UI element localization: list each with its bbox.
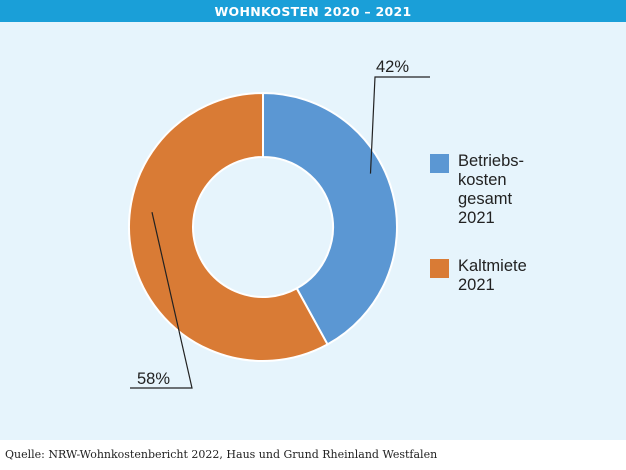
- data-label-betriebskosten: 42%: [376, 58, 409, 76]
- legend: Betriebs- kosten gesamt 2021 Kaltmiete 2…: [430, 152, 527, 324]
- legend-item-kaltmiete: Kaltmiete 2021: [430, 257, 527, 295]
- slice-betriebskosten: [262, 91, 398, 346]
- leader-line: [369, 76, 430, 174]
- legend-swatch-kaltmiete: [430, 259, 449, 278]
- legend-label-kaltmiete: Kaltmiete 2021: [458, 257, 527, 294]
- leader-line: [130, 212, 193, 389]
- chart-title: WOHNKOSTEN 2020 – 2021: [214, 3, 412, 19]
- slice-kaltmiete: [128, 91, 329, 362]
- legend-swatch-betriebskosten: [430, 154, 449, 173]
- source-note: Quelle: NRW-Wohnkostenbericht 2022, Haus…: [5, 448, 438, 461]
- chart-title-bar: WOHNKOSTEN 2020 – 2021: [0, 0, 626, 22]
- chart-panel: [0, 22, 626, 440]
- data-label-kaltmiete: 58%: [137, 370, 170, 388]
- legend-label-betriebskosten: Betriebs- kosten gesamt 2021: [458, 152, 525, 227]
- legend-item-betriebskosten: Betriebs- kosten gesamt 2021: [430, 152, 527, 228]
